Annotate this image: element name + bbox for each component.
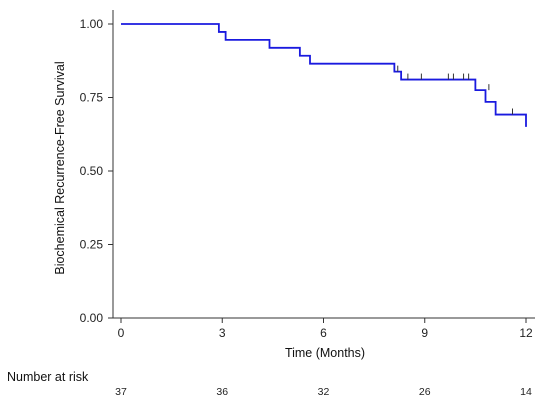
risk-value: 14 <box>520 386 532 398</box>
y-tick-label: 0.75 <box>80 91 104 105</box>
y-axis-label: Biochemical Recurrence-Free Survival <box>53 61 67 274</box>
risk-table-title: Number at risk <box>7 370 89 384</box>
risk-value: 26 <box>419 386 431 398</box>
x-tick-label: 3 <box>219 326 226 340</box>
risk-value: 36 <box>216 386 228 398</box>
y-tick-label: 1.00 <box>80 17 104 31</box>
x-tick-label: 9 <box>421 326 428 340</box>
x-axis-label: Time (Months) <box>285 346 365 360</box>
risk-value: 37 <box>115 386 127 398</box>
y-tick-label: 0.00 <box>80 311 104 325</box>
risk-table: 37 36 32 26 14 <box>115 386 532 398</box>
y-tick-label: 0.50 <box>80 164 104 178</box>
survival-step-line <box>121 23 527 127</box>
axes: 0.00 0.25 0.50 0.75 1.00 0 3 6 9 12 <box>80 10 535 340</box>
x-tick-label: 0 <box>118 326 125 340</box>
risk-value: 32 <box>318 386 330 398</box>
censor-marks <box>397 65 513 115</box>
x-tick-label: 12 <box>519 326 533 340</box>
x-tick-label: 6 <box>320 326 327 340</box>
survival-curve <box>121 23 527 127</box>
y-tick-label: 0.25 <box>80 238 104 252</box>
